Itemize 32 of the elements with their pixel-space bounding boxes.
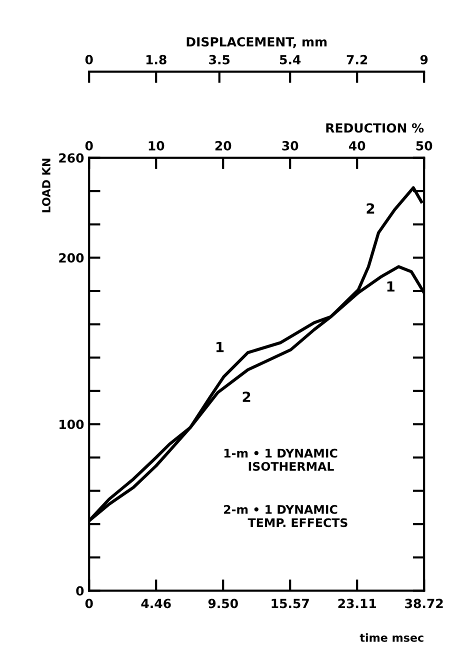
text: 38.72 bbox=[405, 598, 443, 608]
text: 9.50 bbox=[208, 598, 238, 608]
x2-tick-label: 1.8 bbox=[146, 54, 166, 64]
x-tick-label: 0 bbox=[85, 141, 93, 150]
x2-tick-label: 3.5 bbox=[209, 54, 230, 64]
annotation: 2 bbox=[366, 203, 374, 214]
annotation: 1 bbox=[216, 342, 224, 352]
text: 4.46 bbox=[141, 598, 171, 608]
y-axis-title: LOAD KN bbox=[42, 158, 50, 212]
x-tick-label: 50 bbox=[416, 141, 432, 150]
annotation: 1-m • 1 DYNAMIC ISOTHERMAL bbox=[224, 448, 338, 471]
y-tick-label: 100 bbox=[60, 420, 84, 430]
x2-tick-label: 7.2 bbox=[346, 54, 368, 64]
y-tick-label: 260 bbox=[59, 153, 84, 163]
x2-axis-title: DISPLACEMENT, mm bbox=[186, 37, 327, 48]
x-tick-label: 40 bbox=[348, 141, 366, 150]
x2-tick-label: 5.4 bbox=[280, 55, 301, 64]
y-tick-label: 0 bbox=[76, 586, 84, 596]
x-axis-title: REDUCTION % bbox=[326, 123, 424, 133]
x2-tick-label: 0 bbox=[85, 54, 93, 64]
x-tick-label: 10 bbox=[148, 141, 164, 150]
text: 0 bbox=[85, 598, 93, 608]
annotation: 1 bbox=[387, 281, 394, 292]
annotation: 2 bbox=[242, 392, 250, 402]
y-tick-label: 200 bbox=[59, 253, 84, 263]
x-tick-label: 20 bbox=[215, 141, 232, 150]
text: time msec bbox=[360, 633, 424, 642]
text: 15.57 bbox=[272, 598, 309, 608]
x2-tick-label: 9 bbox=[420, 54, 428, 64]
text: 23.11 bbox=[338, 598, 376, 608]
annotation: 2-m • 1 DYNAMIC TEMP. EFFECTS bbox=[224, 505, 348, 528]
x-tick-label: 30 bbox=[282, 141, 298, 150]
